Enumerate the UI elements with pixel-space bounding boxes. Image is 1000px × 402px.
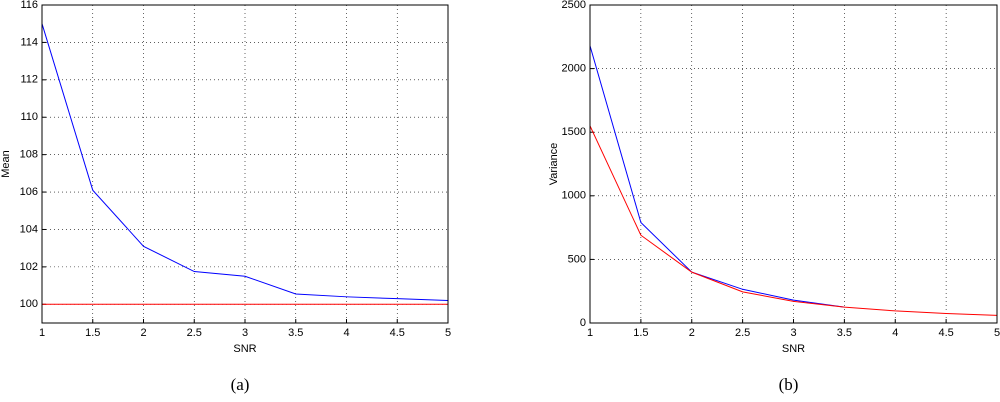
- y-tick-label: 1000: [562, 190, 586, 202]
- y-axis-label: Mean: [0, 150, 12, 178]
- y-tick-label: 106: [20, 186, 38, 198]
- y-tick-label: 116: [20, 0, 38, 11]
- y-tick-label: 114: [20, 36, 38, 48]
- y-tick-label: 500: [568, 253, 586, 265]
- x-tick-label: 2.5: [187, 327, 202, 339]
- x-tick-label: 1.5: [633, 327, 648, 339]
- data-line: [41, 23, 449, 302]
- x-tick-label: 4.5: [390, 327, 405, 339]
- x-tick-label: 1: [587, 327, 593, 339]
- x-tick-label: 4: [892, 327, 898, 339]
- x-tick-label: 1: [39, 327, 45, 339]
- x-tick-label: 5: [445, 327, 451, 339]
- y-tick-label: 1500: [562, 126, 586, 138]
- x-tick-label: 1.5: [85, 327, 100, 339]
- plot-frame: [41, 4, 449, 324]
- y-tick-label: 104: [20, 223, 38, 235]
- caption: (a): [231, 375, 250, 394]
- caption: (b): [779, 375, 799, 394]
- y-tick-label: 0: [580, 317, 586, 329]
- y-tick-label: 102: [20, 261, 38, 273]
- y-axis-label: Variance: [548, 143, 560, 186]
- x-tick-label: 3: [790, 327, 796, 339]
- x-tick-label: 4: [343, 327, 349, 339]
- x-tick-label: 3: [242, 327, 248, 339]
- x-tick-label: 2: [689, 327, 695, 339]
- data-line: [589, 45, 845, 308]
- y-tick-label: 108: [20, 149, 38, 161]
- x-tick-label: 2.5: [735, 327, 750, 339]
- plot-frame: [589, 4, 998, 324]
- y-tick-label: 2000: [562, 63, 586, 75]
- y-tick-label: 100: [20, 298, 38, 310]
- x-tick-label: 3.5: [288, 327, 303, 339]
- y-tick-label: 112: [20, 74, 38, 86]
- data-line: [589, 125, 998, 316]
- x-tick-label: 4.5: [938, 327, 953, 339]
- y-tick-label: 110: [20, 111, 38, 123]
- x-axis-label: SNR: [233, 343, 256, 355]
- y-tick-label: 2500: [562, 0, 586, 11]
- x-tick-label: 5: [994, 327, 1000, 339]
- x-tick-label: 2: [140, 327, 146, 339]
- x-axis-label: SNR: [782, 343, 805, 355]
- x-tick-label: 3.5: [837, 327, 852, 339]
